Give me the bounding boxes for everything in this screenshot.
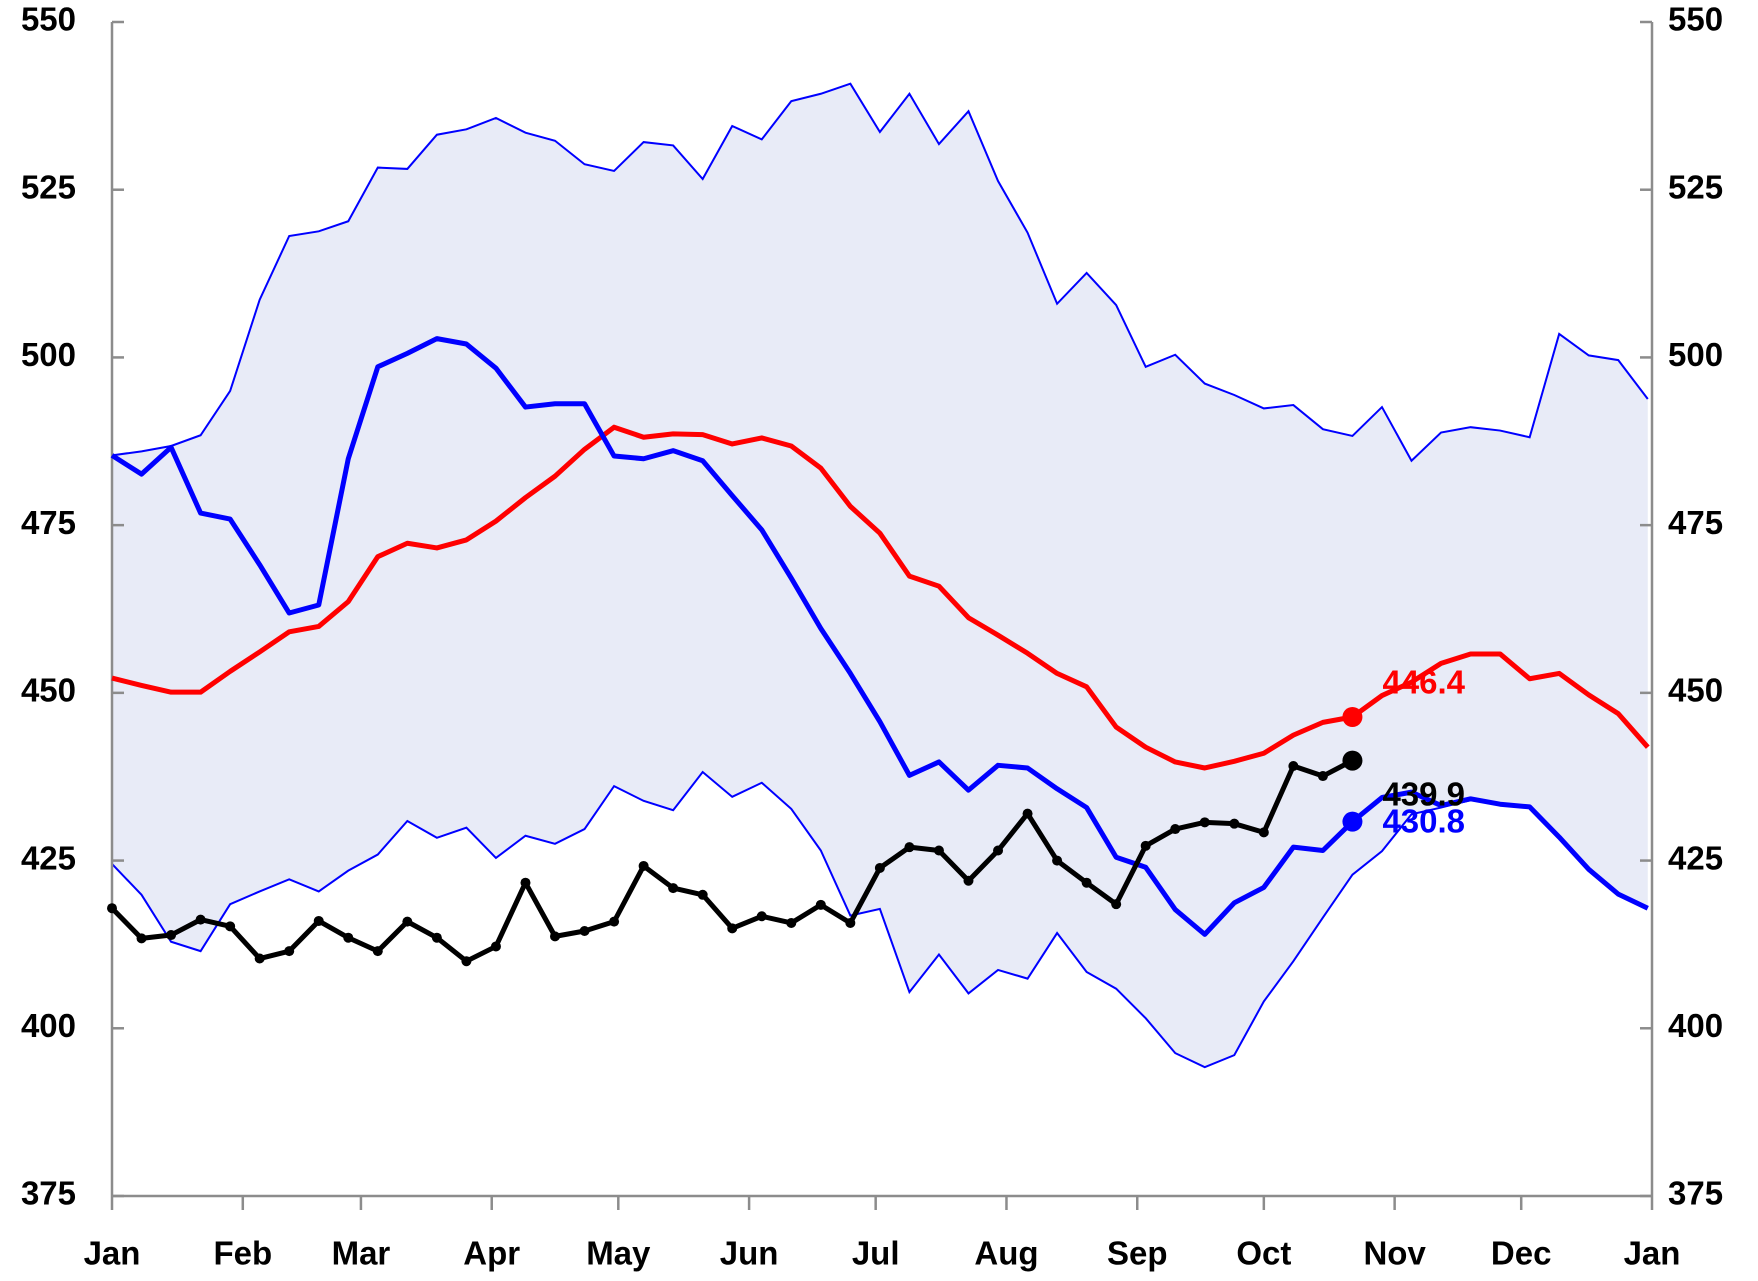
series-point bbox=[727, 923, 738, 934]
series-point bbox=[1199, 817, 1210, 828]
series-point bbox=[1317, 771, 1328, 782]
series-point bbox=[1229, 818, 1240, 829]
series-point bbox=[579, 926, 590, 937]
series-point bbox=[343, 932, 354, 943]
series-point bbox=[993, 845, 1004, 856]
series-point bbox=[1022, 808, 1033, 819]
series-point bbox=[963, 875, 974, 886]
x-tick-label: Dec bbox=[1491, 1235, 1552, 1272]
y2-tick-label: 550 bbox=[1668, 1, 1723, 38]
y-tick-label: 525 bbox=[21, 168, 76, 205]
y2-tick-label: 425 bbox=[1668, 839, 1723, 876]
x-tick-label: Jan bbox=[84, 1235, 141, 1272]
series-point bbox=[313, 915, 324, 926]
current-marker bbox=[1342, 811, 1363, 832]
current-marker bbox=[1342, 707, 1363, 728]
series-point bbox=[904, 842, 915, 853]
series-point bbox=[1140, 840, 1151, 851]
series-point bbox=[431, 932, 442, 943]
series-point bbox=[520, 877, 531, 888]
y-tick-label: 425 bbox=[21, 839, 76, 876]
series-point bbox=[668, 883, 679, 894]
series-point bbox=[815, 899, 826, 910]
y2-tick-label: 500 bbox=[1668, 336, 1723, 373]
series-point bbox=[107, 903, 117, 914]
series-point bbox=[166, 930, 177, 941]
series-point bbox=[1081, 877, 1092, 888]
current-value-label: 439.9 bbox=[1382, 775, 1465, 812]
series-point bbox=[786, 917, 797, 928]
y2-tick-label: 400 bbox=[1668, 1007, 1723, 1044]
series-point bbox=[933, 845, 944, 856]
series-point bbox=[1258, 827, 1269, 838]
series-point bbox=[461, 956, 472, 967]
series-line bbox=[110, 336, 1649, 937]
series-point bbox=[874, 862, 885, 873]
series-point bbox=[638, 860, 649, 871]
x-tick-label: Aug bbox=[974, 1235, 1038, 1272]
y-tick-label: 400 bbox=[21, 1007, 76, 1044]
series-point bbox=[845, 917, 856, 928]
series-line bbox=[111, 424, 1650, 771]
y2-tick-label: 525 bbox=[1668, 168, 1723, 205]
y-tick-label: 550 bbox=[21, 1, 76, 38]
series-point bbox=[195, 914, 206, 925]
x-tick-label: Sep bbox=[1107, 1235, 1168, 1272]
x-tick-label: Apr bbox=[463, 1235, 520, 1272]
y-tick-label: 375 bbox=[21, 1175, 76, 1212]
series-point bbox=[697, 889, 708, 900]
y-tick-label: 500 bbox=[21, 336, 76, 373]
y-tick-label: 450 bbox=[21, 672, 76, 709]
series-point bbox=[225, 921, 236, 932]
series-point bbox=[1288, 760, 1299, 771]
series-point bbox=[550, 931, 561, 942]
series-point bbox=[402, 916, 413, 927]
series-point bbox=[254, 953, 265, 964]
current-value-label: 446.4 bbox=[1382, 664, 1465, 701]
x-tick-label: Mar bbox=[332, 1235, 391, 1272]
series-point bbox=[1052, 855, 1063, 866]
range-band bbox=[112, 83, 1648, 1068]
x-tick-label: Feb bbox=[213, 1235, 272, 1272]
y-tick-label: 475 bbox=[21, 504, 76, 541]
series-point bbox=[372, 946, 383, 957]
series-point bbox=[490, 941, 501, 952]
x-tick-label: May bbox=[586, 1235, 651, 1272]
y2-tick-label: 475 bbox=[1668, 504, 1723, 541]
current-marker bbox=[1342, 750, 1363, 771]
x-tick-label: Nov bbox=[1363, 1235, 1426, 1272]
y2-tick-label: 375 bbox=[1668, 1175, 1723, 1212]
series-point bbox=[284, 946, 295, 957]
x-tick-label: Jan bbox=[1624, 1235, 1681, 1272]
x-tick-label: Jul bbox=[852, 1235, 900, 1272]
x-tick-label: Jun bbox=[720, 1235, 779, 1272]
series-point bbox=[1111, 899, 1122, 910]
x-tick-label: Oct bbox=[1236, 1235, 1291, 1272]
current-value-label: 430.8 bbox=[1382, 802, 1465, 839]
range-lower-line bbox=[111, 770, 1649, 1069]
series-point bbox=[136, 933, 147, 944]
series-point bbox=[609, 916, 620, 927]
y2-tick-label: 450 bbox=[1668, 672, 1723, 709]
range-upper-line bbox=[111, 82, 1649, 463]
series-point bbox=[756, 911, 767, 922]
series-point bbox=[1170, 824, 1181, 835]
